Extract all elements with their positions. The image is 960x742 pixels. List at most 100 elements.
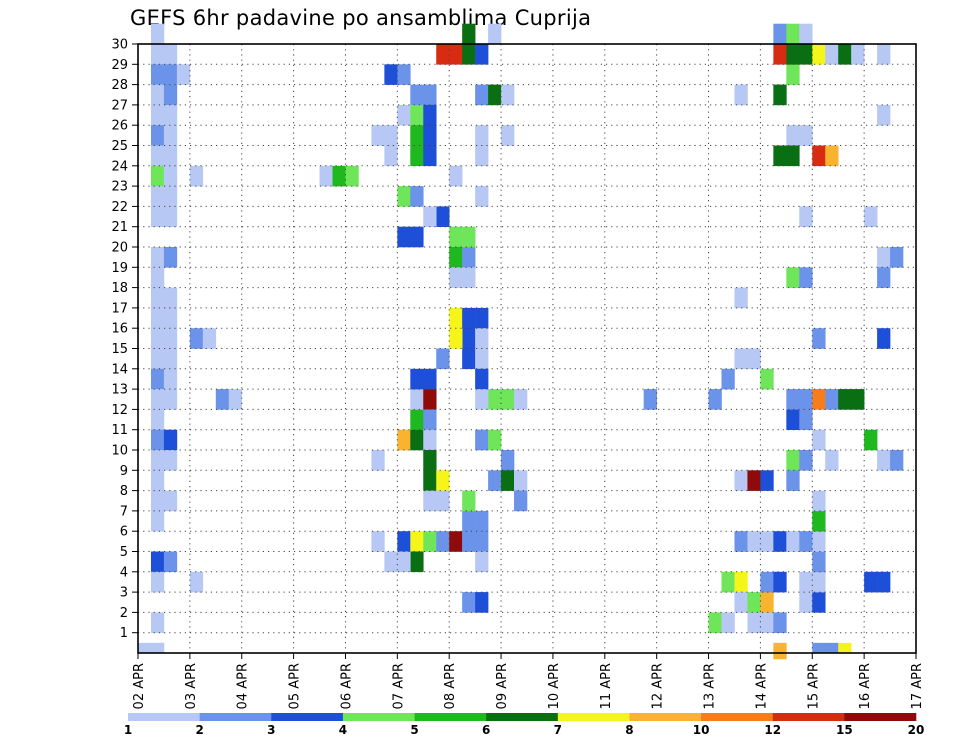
y-tick-label: 3	[120, 586, 128, 601]
heatmap-cell	[423, 450, 437, 471]
heatmap-cell	[150, 125, 165, 146]
heatmap-cell	[812, 389, 826, 410]
heatmap-cell	[825, 450, 839, 471]
heatmap-cell	[786, 531, 800, 552]
heatmap-cell	[475, 592, 489, 613]
heatmap-cell	[423, 389, 437, 410]
heatmap-cell	[462, 510, 476, 532]
heatmap-cell	[150, 450, 165, 471]
heatmap-cell	[773, 653, 787, 660]
heatmap-cell	[773, 612, 787, 633]
heatmap-cell	[773, 44, 787, 65]
heatmap-cell	[773, 145, 787, 167]
heatmap-cell	[410, 125, 424, 146]
heatmap-cell	[812, 531, 826, 552]
heatmap-cell	[462, 23, 476, 45]
heatmap-cell	[423, 84, 437, 106]
heatmap-cell	[721, 368, 735, 390]
heatmap-cell	[786, 450, 800, 471]
grid-layer	[132, 43, 917, 659]
colorbar-label: 15	[836, 723, 853, 737]
heatmap-cell	[163, 145, 178, 167]
heatmap-cell	[436, 206, 450, 227]
heatmap-cell	[189, 328, 204, 349]
heatmap-cell	[812, 510, 826, 532]
heatmap-cell	[514, 389, 528, 410]
heatmap-cell	[150, 409, 165, 430]
heatmap-cell	[864, 429, 878, 451]
heatmap-cell	[462, 307, 476, 329]
heatmap-cell	[150, 84, 165, 106]
heatmap-cell	[462, 267, 476, 288]
heatmap-cell	[475, 307, 489, 329]
heatmap-cell	[864, 571, 878, 593]
heatmap-cell	[501, 125, 515, 146]
heatmap-cell	[786, 389, 800, 410]
colorbar-swatch	[486, 713, 559, 721]
heatmap-cell	[760, 612, 774, 633]
heatmap-cell	[488, 23, 502, 45]
heatmap-cell	[514, 470, 528, 491]
heatmap-cell	[371, 125, 385, 146]
heatmap-cell	[812, 44, 826, 65]
y-tick-label: 28	[111, 78, 128, 93]
y-tick-label: 20	[111, 241, 128, 256]
heatmap-cell	[501, 450, 515, 471]
heatmap-cell	[319, 165, 333, 187]
heatmap-cell	[410, 429, 424, 451]
y-tick-label: 7	[120, 504, 128, 519]
x-tick-label: 12 APR	[651, 663, 666, 709]
colorbar-label: 1	[124, 723, 132, 737]
y-tick-label: 8	[120, 484, 128, 499]
heatmap-cell	[163, 125, 178, 146]
heatmap-cell	[877, 267, 891, 288]
y-tick-label: 17	[111, 301, 128, 316]
y-tick-label: 30	[111, 38, 128, 53]
heatmap-cell	[514, 490, 528, 512]
heatmap-cell	[163, 348, 178, 370]
heatmap-cell	[825, 145, 839, 167]
colorbar-swatch	[128, 713, 200, 721]
heatmap-cell	[163, 490, 178, 512]
colorbar-label: 2	[195, 723, 203, 737]
heatmap-cell	[825, 44, 839, 65]
heatmap-cell	[150, 267, 165, 288]
heatmap-cell	[488, 429, 502, 451]
heatmap-cell	[150, 490, 165, 512]
heatmap-cell	[773, 84, 787, 106]
heatmap-cell	[786, 64, 800, 85]
heatmap-cell	[877, 571, 891, 593]
heatmap-cell	[423, 429, 437, 451]
plot-frame	[137, 43, 917, 654]
heatmap-cell	[423, 104, 437, 126]
heatmap-cell	[799, 44, 813, 65]
heatmap-cell	[799, 125, 813, 146]
colorbar-label: 3	[267, 723, 275, 737]
heatmap-cell	[747, 470, 761, 491]
heatmap-cell	[423, 470, 437, 491]
heatmap-cell	[462, 328, 476, 349]
heatmap-cell	[475, 429, 489, 451]
y-tick-label: 29	[111, 58, 128, 73]
heatmap-cell	[423, 368, 437, 390]
heatmap-cell	[462, 592, 476, 613]
heatmap-cell	[708, 389, 722, 410]
heatmap-cell	[799, 23, 813, 45]
y-tick-label: 4	[120, 565, 128, 580]
heatmap-cell	[773, 23, 787, 45]
y-tick-label: 13	[111, 383, 128, 398]
heatmap-cell	[734, 470, 748, 491]
heatmap-cell	[384, 145, 398, 167]
heatmap-cell	[423, 531, 437, 552]
colorbar-swatch	[772, 713, 845, 721]
heatmap-cell	[877, 247, 891, 268]
heatmap-cell	[475, 186, 489, 207]
heatmap-cell	[462, 348, 476, 370]
heatmap-cell	[150, 429, 165, 451]
heatmap-cell	[462, 247, 476, 268]
heatmap-cell	[397, 186, 411, 207]
heatmap-cell	[838, 44, 852, 65]
heatmap-cell	[163, 450, 178, 471]
heatmap-cell	[163, 104, 178, 126]
heatmap-cell	[851, 389, 865, 410]
